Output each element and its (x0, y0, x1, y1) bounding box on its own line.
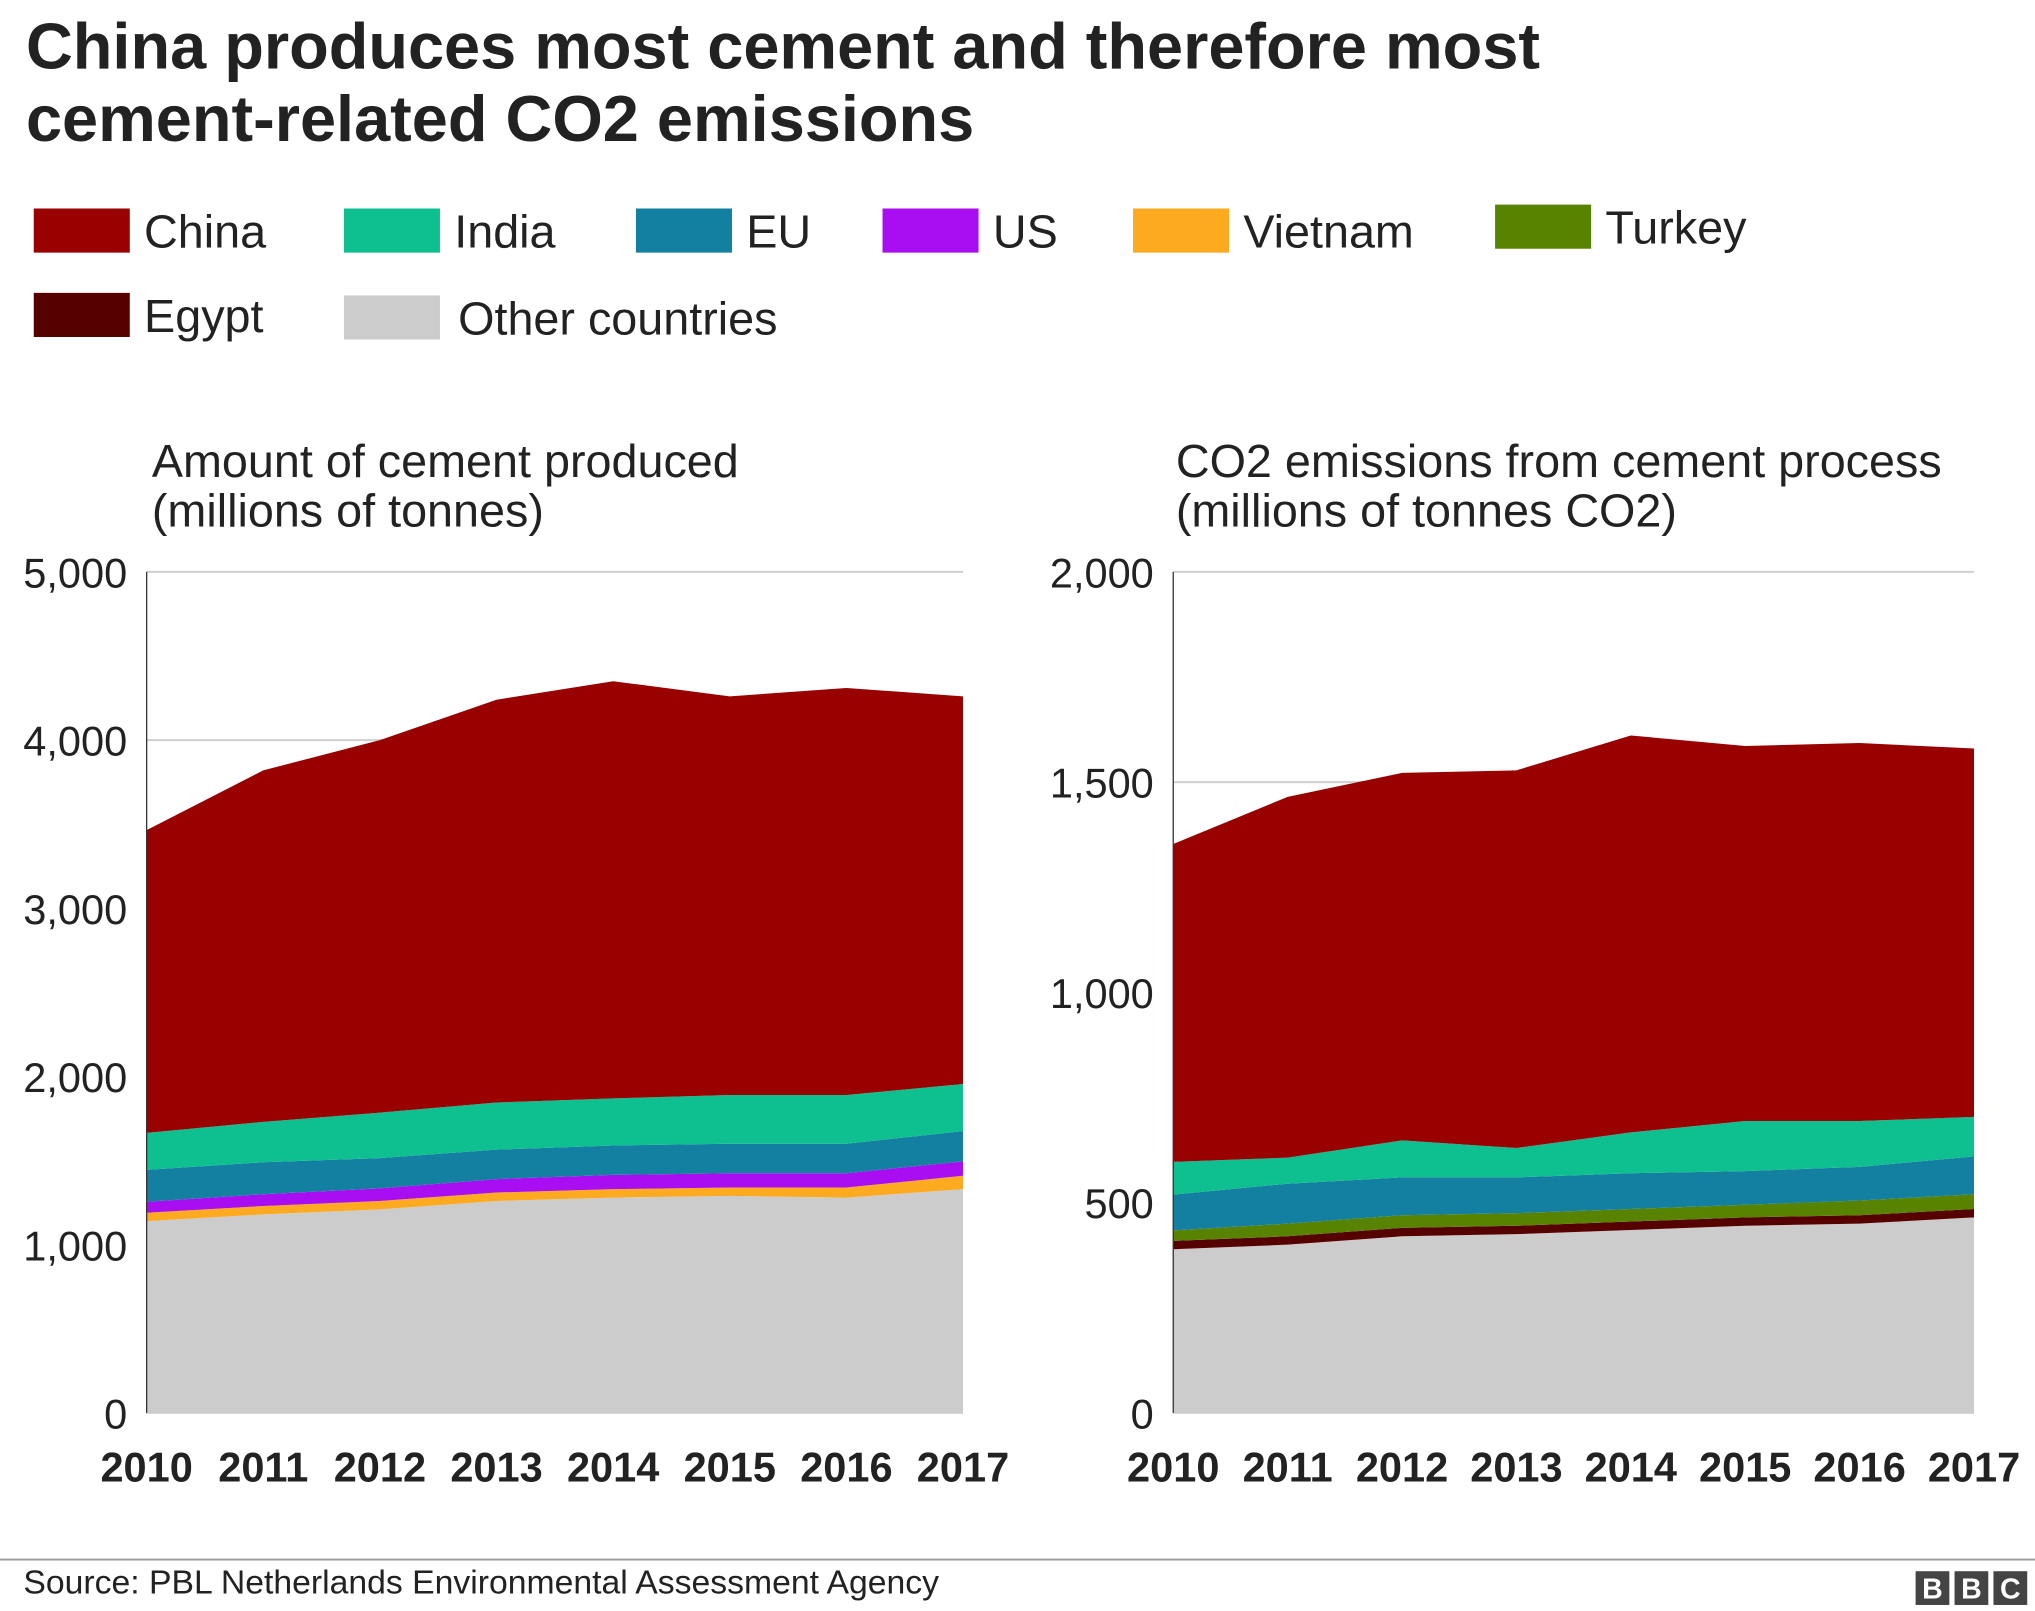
area: EU (146, 1131, 963, 1202)
chart-subtitle: Amount of cement produced (152, 435, 739, 487)
area: Other countries (146, 1189, 963, 1413)
chart-subtitle: (millions of tonnes) (152, 484, 544, 536)
y-tick-label: 2,000 (23, 1054, 127, 1101)
legend-swatch (343, 295, 440, 340)
legend-swatch (635, 208, 732, 253)
legend-label: EU (746, 205, 811, 257)
x-tick-label: 2016 (1813, 1444, 1905, 1491)
legend-label: India (454, 205, 555, 257)
legend-label: China (144, 205, 266, 257)
logo-box (1954, 1571, 1989, 1605)
y-tick-label: 2,000 (1050, 549, 1154, 596)
area: EU (1173, 1156, 1975, 1231)
x-tick-label: 2010 (1127, 1444, 1219, 1491)
y-tick-label: 5,000 (23, 549, 127, 596)
x-tick-label: 2017 (917, 1444, 1009, 1491)
area: China (1173, 735, 1975, 1162)
area: India (146, 1084, 963, 1170)
logo-box (1993, 1571, 2028, 1605)
x-tick-label: 2011 (1243, 1444, 1333, 1491)
area: Other countries (1173, 1217, 1975, 1413)
y-tick-label: 4,000 (23, 718, 127, 765)
x-tick-label: 2014 (1585, 1444, 1677, 1491)
title-line: cement-related CO2 emissions (26, 82, 974, 155)
x-tick-label: 2013 (1470, 1444, 1562, 1491)
legend-swatch (1495, 204, 1592, 249)
y-tick-label: 3,000 (23, 886, 127, 933)
legend-label: Other countries (458, 292, 777, 344)
x-tick-label: 2015 (684, 1444, 776, 1491)
x-tick-label: 2017 (1928, 1444, 2020, 1491)
area: India (1173, 1116, 1975, 1195)
y-tick-label: 500 (1084, 1180, 1153, 1227)
x-tick-label: 2014 (567, 1444, 659, 1491)
y-tick-label: 1,000 (23, 1222, 127, 1269)
legend-label: Egypt (144, 290, 263, 342)
area: China (146, 681, 963, 1133)
title-line: China produces most cement and therefore… (26, 9, 1540, 82)
area: Turkey (1173, 1194, 1975, 1241)
area: Egypt (1173, 1208, 1975, 1250)
legend-swatch (33, 292, 130, 337)
area: US (146, 1161, 963, 1213)
x-tick-label: 2010 (100, 1444, 192, 1491)
y-tick-label: 0 (1131, 1390, 1154, 1437)
legend-label: US (993, 205, 1058, 257)
y-tick-label: 1,000 (1050, 970, 1154, 1017)
legend-label: Turkey (1605, 202, 1747, 254)
legend-swatch (1133, 208, 1230, 253)
chart-subtitle: (millions of tonnes CO2) (1176, 484, 1677, 536)
logo-letter: C (2000, 1573, 2021, 1605)
legend-swatch (882, 208, 979, 253)
legend-label: Vietnam (1243, 205, 1414, 257)
logo-box (1915, 1571, 1950, 1605)
source: Source: PBL Netherlands Environmental As… (23, 1563, 939, 1601)
logo-letter: B (1961, 1573, 1982, 1605)
legend-swatch (33, 208, 130, 253)
x-tick-label: 2012 (1356, 1444, 1448, 1491)
area: Vietnam (146, 1175, 963, 1222)
x-tick-label: 2015 (1699, 1444, 1791, 1491)
y-tick-label: 0 (104, 1390, 127, 1437)
y-tick-label: 1,500 (1050, 760, 1154, 807)
x-tick-label: 2011 (218, 1444, 308, 1491)
chart-subtitle: CO2 emissions from cement process (1176, 435, 1942, 487)
logo-letter: B (1922, 1573, 1943, 1605)
x-tick-label: 2012 (334, 1444, 426, 1491)
x-tick-label: 2013 (450, 1444, 542, 1491)
legend-swatch (343, 208, 440, 253)
x-tick-label: 2016 (800, 1444, 892, 1491)
